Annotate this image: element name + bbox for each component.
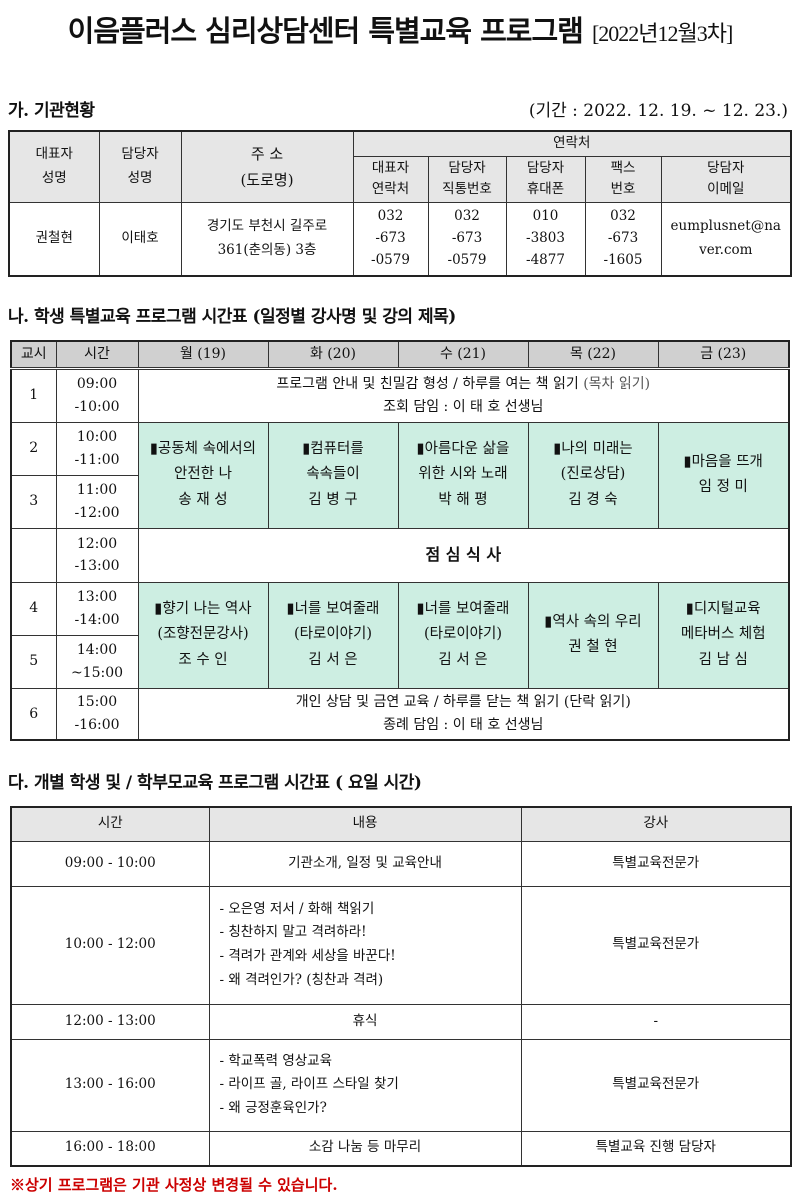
- mgr-email[interactable]: eumplusnet@na ver.com: [660, 201, 792, 277]
- lecturer-cell: 특별교육 진행 담당자: [520, 1130, 792, 1167]
- lecture-tue-pm: ▮너를 보여줄래 (타로이야기) 김 서 은: [267, 581, 399, 689]
- header-fri: 금 (23): [657, 340, 790, 370]
- lecturer-cell: 특별교육전문가: [520, 840, 792, 887]
- header-fax: 팩스 번호: [584, 155, 662, 203]
- period-cell: 3: [10, 474, 57, 529]
- time-cell: 13:00 -14:00: [55, 581, 139, 636]
- title-sub: [2022년12월3차]: [591, 21, 733, 46]
- header-mgr-direct: 담당자 직통번호: [427, 155, 507, 203]
- page-title: 이음플러스 심리상담센터 특별교육 프로그램 [2022년12월3차]: [0, 8, 800, 50]
- mgr-direct: 032 -673 -0579: [427, 201, 507, 277]
- lecture-fri-am: ▮마음을 뜨개 임 정 미: [657, 421, 790, 529]
- individual-timetable: 시간 내용 강사 09:00 - 10:00 기관소개, 일정 및 교육안내 특…: [10, 806, 792, 1167]
- header-mgr-name: 담당자 성명: [98, 130, 182, 203]
- time-cell: 11:00 -12:00: [55, 474, 139, 529]
- rep-phone: 032 -673 -0579: [352, 201, 429, 277]
- period-cell: 4: [10, 581, 57, 636]
- fax: 032 -673 -1605: [584, 201, 662, 277]
- address: 경기도 부천시 길주로 361(춘의동) 3층: [180, 201, 354, 277]
- header-rep-name: 대표자 성명: [8, 130, 100, 203]
- lecture-thu-pm: ▮역사 속의 우리 권 철 현: [527, 581, 659, 689]
- header-tue: 화 (20): [267, 340, 399, 370]
- rep-name: 권철현: [8, 201, 100, 277]
- content-cell: - 오은영 저서 / 화해 책읽기 - 칭찬하지 말고 격려하라! - 격려가 관계…: [208, 885, 522, 1005]
- header-mon: 월 (19): [137, 340, 269, 370]
- period-cell: [10, 527, 57, 583]
- time-cell: 12:00 -13:00: [55, 527, 139, 583]
- section-a-heading: 가. 기관현황: [8, 101, 95, 121]
- lecture-tue-am: ▮컴퓨터를 속속들이 김 병 구: [267, 421, 399, 529]
- period-label: (기간 : 2022. 12. 19. ~ 12. 23.): [528, 101, 788, 121]
- footnote: ※상기 프로그램은 기관 사정상 변경될 수 있습니다.: [10, 1176, 338, 1194]
- period-cell: 5: [10, 634, 57, 689]
- header-address: 주 소 (도로명): [180, 130, 354, 203]
- title-main: 이음플러스 심리상담센터 특별교육 프로그램: [67, 14, 584, 48]
- student-timetable: 교시 시간 월 (19) 화 (20) 수 (21) 목 (22) 금 (23)…: [10, 340, 790, 741]
- time-cell: 13:00 - 16:00: [10, 1038, 210, 1132]
- time-cell: 09:00 - 10:00: [10, 840, 210, 887]
- period-cell: 6: [10, 687, 57, 741]
- section-c-heading: 다. 개별 학생 및 / 학부모교육 프로그램 시간표 ( 요일 시간): [8, 773, 422, 793]
- time-cell: 16:00 - 18:00: [10, 1130, 210, 1167]
- header-period: 교시: [10, 340, 57, 370]
- header-content: 내용: [208, 806, 522, 842]
- header-wed: 수 (21): [397, 340, 529, 370]
- header-time: 시간: [10, 806, 210, 842]
- time-cell: 12:00 - 13:00: [10, 1003, 210, 1040]
- section-b-heading: 나. 학생 특별교육 프로그램 시간표 (일정별 강사명 및 강의 제목): [8, 307, 456, 327]
- lecture-mon-pm: ▮향기 나는 역사 (조향전문강사) 조 수 인: [137, 581, 269, 689]
- period-cell: 2: [10, 421, 57, 476]
- time-cell: 14:00 ~15:00: [55, 634, 139, 689]
- header-lecturer: 강사: [520, 806, 792, 842]
- lecture-fri-pm: ▮디지털교육 메타버스 체험 김 남 심: [657, 581, 790, 689]
- header-contact: 연락처: [352, 130, 792, 157]
- lecture-thu-am: ▮나의 미래는 (진로상담) 김 경 숙: [527, 421, 659, 529]
- lecture-wed-am: ▮아름다운 삶을 위한 시와 노래 박 해 평: [397, 421, 529, 529]
- header-time: 시간: [55, 340, 139, 370]
- lunch-cell: 점 심 식 사: [137, 527, 790, 583]
- header-rep-phone: 대표자 연락처: [352, 155, 429, 203]
- opening-session: 프로그램 안내 및 친밀감 형성 / 하루를 여는 책 읽기 (목차 읽기) 조회…: [137, 367, 790, 423]
- period-cell: 1: [10, 367, 57, 423]
- time-cell: 09:00 -10:00: [55, 367, 139, 423]
- time-cell: 15:00 -16:00: [55, 687, 139, 741]
- content-cell: 기관소개, 일정 및 교육안내: [208, 840, 522, 887]
- lecturer-cell: 특별교육전문가: [520, 1038, 792, 1132]
- lecturer-cell: 특별교육전문가: [520, 885, 792, 1005]
- time-cell: 10:00 - 12:00: [10, 885, 210, 1005]
- closing-session: 개인 상담 및 금연 교육 / 하루를 닫는 책 읽기 (단락 읽기) 종례 담임…: [137, 687, 790, 741]
- mgr-mobile: 010 -3803 -4877: [505, 201, 586, 277]
- institution-table: 대표자 성명 담당자 성명 주 소 (도로명) 연락처 대표자 연락처 담당자 직통번호 …: [8, 130, 792, 278]
- header-mgr-email: 당담자 이메일: [660, 155, 792, 203]
- mgr-name: 이태호: [98, 201, 182, 277]
- header-mgr-mobile: 담당자 휴대폰: [505, 155, 586, 203]
- content-cell: - 학교폭력 영상교육 - 라이프 골, 라이프 스타일 찾기 - 왜 긍정훈육인가…: [208, 1038, 522, 1132]
- content-cell: 휴식: [208, 1003, 522, 1040]
- content-cell: 소감 나눔 등 마무리: [208, 1130, 522, 1167]
- lecturer-cell: -: [520, 1003, 792, 1040]
- header-thu: 목 (22): [527, 340, 659, 370]
- time-cell: 10:00 -11:00: [55, 421, 139, 476]
- lecture-wed-pm: ▮너를 보여줄래 (타로이야기) 김 서 은: [397, 581, 529, 689]
